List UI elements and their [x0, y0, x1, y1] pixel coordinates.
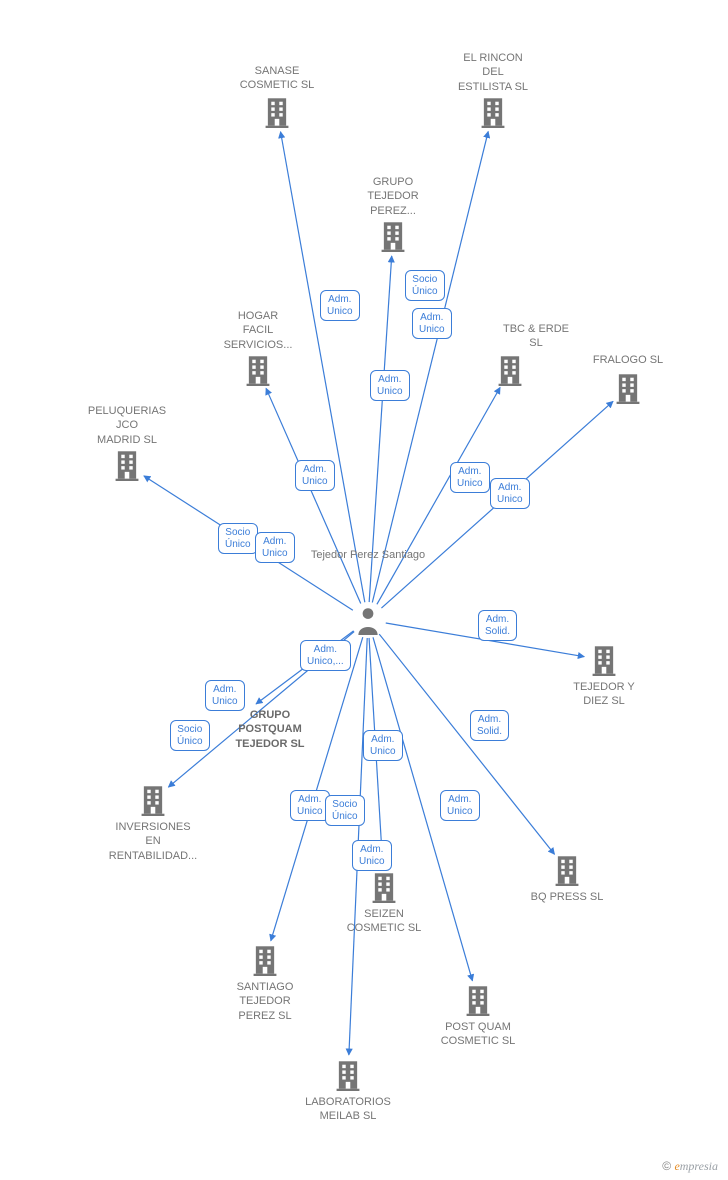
building-icon-tejydiez	[590, 644, 618, 676]
building-icon-sanase	[263, 96, 291, 128]
edge-tbc	[377, 387, 500, 604]
building-icon-hogar	[244, 354, 272, 386]
edge-bqpress	[379, 634, 554, 854]
edge-sanase	[281, 132, 365, 603]
building-icon-tbc	[496, 354, 524, 386]
edge-label-grupo_tp-0: Adm. Unico	[370, 370, 410, 401]
edge-label-tbc-0: Adm. Unico	[450, 462, 490, 493]
building-icon-fralogo	[614, 372, 642, 404]
building-icon-seizen	[370, 871, 398, 903]
building-icon-grupo_tp	[379, 220, 407, 252]
center-label: Tejedor Perez Santiago	[311, 548, 425, 562]
node-label-seizen: SEIZEN COSMETIC SL	[347, 907, 422, 936]
edge-label-postcosm-0: Adm. Unico	[440, 790, 480, 821]
building-icon-invers	[139, 784, 167, 816]
person-icon	[355, 605, 381, 635]
edge-label-peluq-0: Socio Único	[218, 523, 258, 554]
edge-label-peluq-1: Adm. Unico	[255, 532, 295, 563]
building-icon-rincon	[479, 96, 507, 128]
node-label-invers: INVERSIONES EN RENTABILIDAD...	[109, 820, 197, 863]
building-icon-bqpress	[553, 854, 581, 886]
node-label-meilab: LABORATORIOS MEILAB SL	[305, 1095, 391, 1124]
node-label-santiago: SANTIAGO TEJEDOR PEREZ SL	[237, 980, 294, 1023]
node-label-rincon: EL RINCON DEL ESTILISTA SL	[458, 51, 528, 94]
edge-label-postquam-1: Adm. Unico	[205, 680, 245, 711]
edge-label-hogar-0: Adm. Unico	[295, 460, 335, 491]
node-label-postcosm: POST QUAM COSMETIC SL	[441, 1020, 516, 1049]
edge-label-seizen-0: Adm. Unico	[363, 730, 403, 761]
building-icon-meilab	[334, 1059, 362, 1091]
building-icon-santiago	[251, 944, 279, 976]
edge-label-seizen-1: Adm. Unico	[290, 790, 330, 821]
node-label-sanase: SANASE COSMETIC SL	[240, 64, 315, 93]
node-label-grupo_tp: GRUPO TEJEDOR PEREZ...	[367, 175, 418, 218]
edge-label-grupo_tp-1: Socio Único	[405, 270, 445, 301]
edge-label-postquam-0: Adm. Unico,...	[300, 640, 351, 671]
edge-label-tejydiez-0: Adm. Solid.	[478, 610, 517, 641]
edge-hogar	[266, 388, 361, 603]
node-label-peluq: PELUQUERIAS JCO MADRID SL	[88, 404, 166, 447]
watermark: © empresia	[662, 1159, 718, 1174]
node-label-hogar: HOGAR FACIL SERVICIOS...	[224, 309, 293, 352]
edge-label-seizen-3: Adm. Unico	[352, 840, 392, 871]
edge-label-fralogo-0: Adm. Unico	[490, 478, 530, 509]
node-label-bqpress: BQ PRESS SL	[531, 890, 604, 904]
edge-label-seizen-2: Socio Único	[325, 795, 365, 826]
edge-label-postquam-2: Socio Único	[170, 720, 210, 751]
node-label-postquam: GRUPO POSTQUAM TEJEDOR SL	[235, 708, 304, 751]
node-label-tbc: TBC & ERDE SL	[503, 322, 569, 351]
node-label-tejydiez: TEJEDOR Y DIEZ SL	[573, 680, 635, 709]
network-svg	[0, 0, 728, 1180]
edge-label-bqpress-0: Adm. Solid.	[470, 710, 509, 741]
building-icon-postcosm	[464, 984, 492, 1016]
edge-label-grupo_tp-2: Adm. Unico	[412, 308, 452, 339]
edge-label-sanase-0: Adm. Unico	[320, 290, 360, 321]
node-label-fralogo: FRALOGO SL	[593, 353, 663, 367]
building-icon-peluq	[113, 449, 141, 481]
